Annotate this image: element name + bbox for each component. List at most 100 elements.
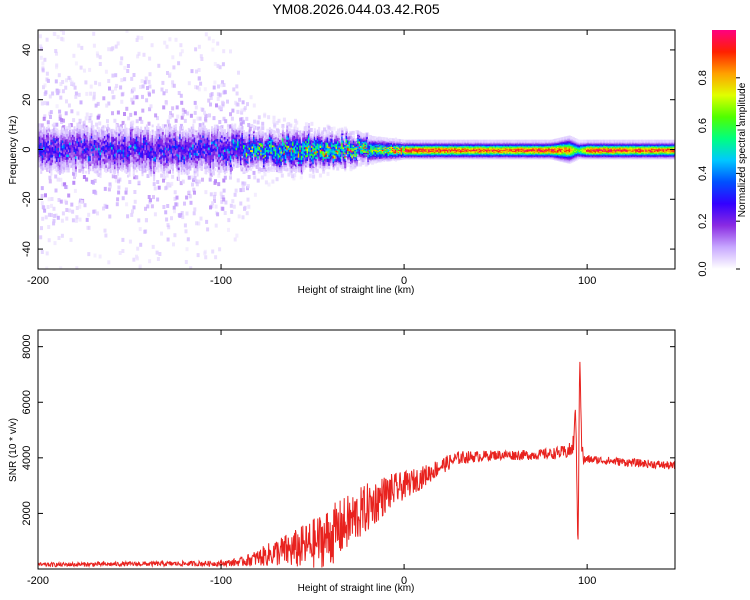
spectrogram-cell (176, 148, 179, 152)
spectrogram-cell (108, 182, 112, 187)
spectrogram-cell (208, 134, 211, 138)
spectrogram-cell (137, 138, 140, 141)
spectrogram-cell (322, 163, 325, 166)
spectrogram-cell (235, 145, 238, 148)
spectrogram-cell (193, 155, 196, 158)
spectrogram-cell (138, 265, 142, 269)
spectrogram-cell (140, 144, 143, 148)
spectrogram-cell (319, 154, 322, 158)
spectrogram-cell (117, 190, 121, 195)
spectrogram-cell (190, 141, 193, 145)
spectrogram-cell (48, 160, 51, 163)
spectrogram-cell (190, 152, 193, 155)
spectrogram-cell (232, 149, 235, 153)
spectrogram-cell (263, 143, 266, 146)
spectrogram-cell (223, 211, 227, 215)
spectrogram-cell (218, 159, 221, 162)
spectrogram-cell (248, 129, 251, 133)
spectrogram-cell (128, 132, 131, 136)
spectrogram-cell (270, 139, 273, 143)
spectrogram-cell (41, 167, 44, 171)
spectrogram-cell (153, 186, 157, 191)
spectrogram-cell (96, 159, 99, 163)
spectrogram-cell (146, 174, 150, 178)
spectrogram-cell (296, 138, 299, 141)
spectrogram-cell (303, 138, 306, 142)
spectrogram-cell (70, 131, 73, 135)
spectrogram-cell (115, 139, 118, 143)
spectrogram-cell (198, 165, 201, 169)
spectrogram-cell (44, 156, 47, 160)
spectrogram-cell (54, 158, 57, 161)
spectrogram-cell (169, 131, 172, 135)
spectrogram-cell (270, 160, 273, 164)
spectrogram-cell (322, 166, 325, 170)
spectrogram-cell (270, 152, 273, 156)
spectrogram-cell (82, 132, 85, 136)
spectrogram-cell (310, 160, 313, 164)
spectrogram-cell (73, 134, 76, 137)
spectrogram-cell (283, 164, 286, 167)
spectrogram-cell (305, 140, 308, 144)
spectrogram-cell (174, 149, 177, 153)
spectrogram-cell (102, 140, 105, 144)
spectrogram-cell (238, 132, 241, 135)
spectrogram-cell (192, 119, 196, 124)
spectrogram-cell (222, 142, 225, 145)
spectrogram-cell (147, 162, 150, 166)
spectrogram-cell (72, 157, 75, 161)
spectrogram-cell (180, 151, 183, 155)
spectrogram-cell (339, 127, 343, 132)
spectrogram-cell (56, 154, 59, 157)
spectrogram-cell (309, 161, 312, 164)
spectrogram-cell (277, 166, 280, 170)
spectrogram-cell (108, 130, 111, 134)
spectrogram-cell (92, 135, 95, 139)
spectrogram-cell (140, 167, 143, 171)
spectrogram-cell (111, 139, 114, 142)
spectrogram-cell (56, 161, 59, 165)
spectrogram-cell (44, 138, 47, 142)
spectrogram-cell (229, 133, 232, 137)
spectrogram-cell (226, 136, 229, 140)
spectrogram-cell (195, 134, 198, 138)
spectrogram-cell (290, 138, 293, 142)
spectrogram-cell (173, 150, 176, 154)
spectrogram-cell (247, 133, 250, 137)
spectrogram-cell (184, 145, 187, 148)
spectrogram-cell (166, 147, 169, 151)
spectrogram-cell (189, 155, 192, 158)
spectrogram-cell (195, 160, 198, 164)
spectrogram-cell (305, 150, 308, 154)
spectrogram-cell (143, 160, 146, 164)
spectrogram-cell (46, 132, 49, 135)
spectrogram-cell (315, 163, 318, 167)
spectrogram-cell (325, 141, 328, 145)
spectrogram-cell (148, 138, 151, 142)
spectrogram-cell (219, 162, 222, 166)
spectrogram-cell (96, 211, 99, 216)
spectrogram-cell (44, 159, 47, 163)
spectrogram-cell (196, 253, 200, 258)
spectrogram-cell (112, 169, 115, 173)
spectrogram-cell (109, 142, 112, 145)
spectrogram-cell (154, 169, 157, 173)
spectrogram-cell (157, 126, 160, 129)
spectrogram-cell (69, 152, 72, 156)
spectrogram-cell (257, 139, 260, 143)
spectrogram-cell (211, 146, 214, 150)
spectrogram-cell (245, 131, 249, 136)
spectrogram-cell (108, 214, 112, 219)
spectrogram-cell (83, 151, 86, 155)
spectrogram-cell (267, 152, 270, 156)
spectrogram-cell (144, 147, 147, 150)
spectrogram-cell (135, 128, 138, 132)
spectrogram-cell (290, 148, 293, 152)
spectrogram-cell (215, 159, 218, 162)
spectrogram-cell (101, 165, 104, 168)
spectrogram-cell (232, 154, 235, 158)
spectrogram-cell (54, 147, 57, 151)
spectrogram-cell (215, 164, 218, 167)
spectrogram-cell (196, 158, 199, 162)
spectrogram-cell (325, 164, 328, 168)
